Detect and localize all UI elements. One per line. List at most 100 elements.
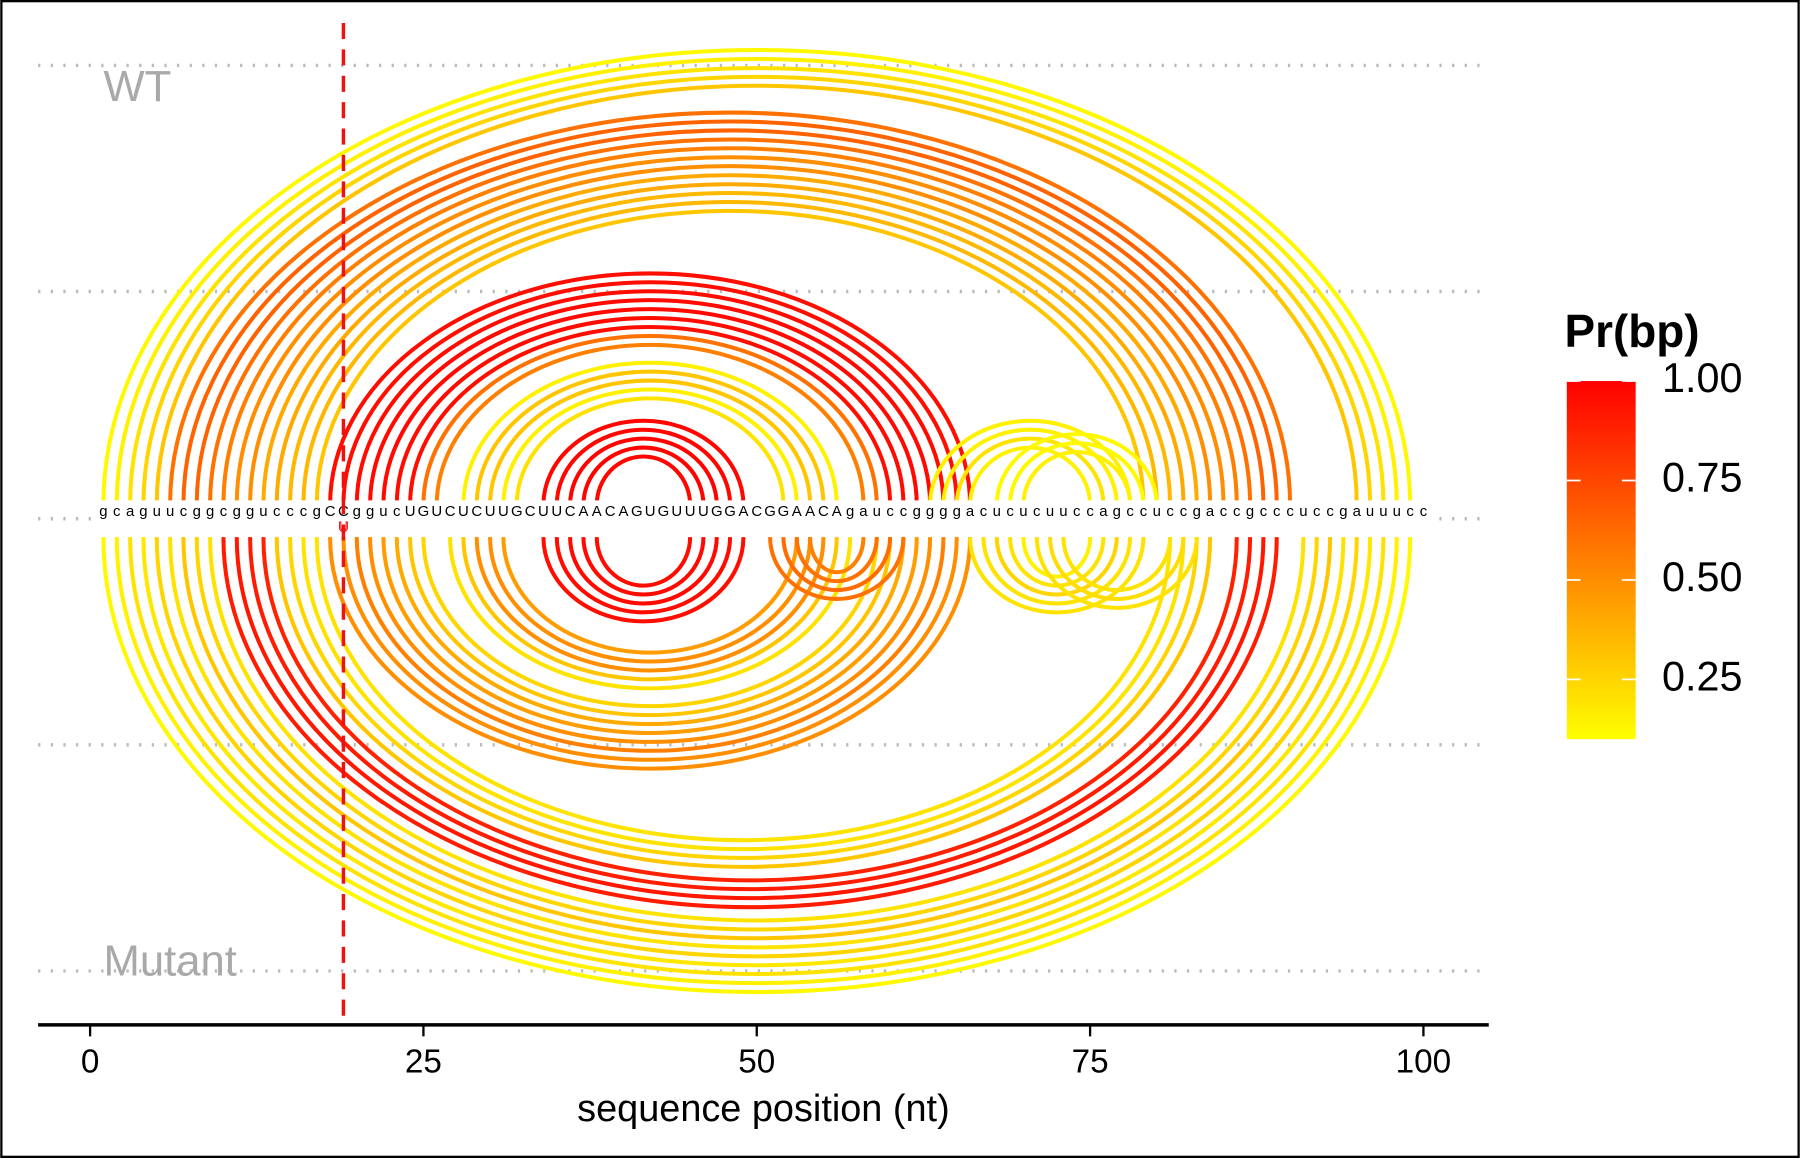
arc	[581, 445, 706, 505]
arc	[194, 129, 1266, 505]
base-letter: c	[1166, 504, 1174, 520]
base-letter: c	[393, 504, 401, 520]
arc	[421, 537, 879, 709]
base-letter: C	[605, 504, 616, 520]
arc	[301, 200, 1159, 505]
arc	[594, 454, 693, 505]
arc	[1048, 537, 1186, 601]
base-letter: c	[113, 504, 121, 520]
arc	[288, 190, 1173, 505]
arc	[261, 537, 1239, 883]
x-tick-label: 75	[1072, 1044, 1109, 1081]
arc	[421, 333, 879, 505]
base-letter: c	[980, 504, 988, 520]
base-letter: c	[1286, 504, 1294, 520]
arc	[461, 537, 839, 682]
base-letter: U	[671, 504, 682, 520]
base-letter: c	[220, 504, 228, 520]
arc	[394, 537, 906, 727]
base-letter: c	[900, 504, 908, 520]
arc	[221, 537, 1279, 910]
arc	[101, 537, 1413, 995]
base-letter: u	[166, 504, 174, 520]
base-letter: A	[792, 504, 802, 520]
base-letter: g	[1339, 504, 1347, 520]
base-letter: g	[953, 504, 961, 520]
base-letter: c	[1420, 504, 1428, 520]
base-letter: c	[1326, 504, 1334, 520]
arc	[261, 174, 1199, 505]
arc	[154, 83, 1359, 505]
arc	[1008, 441, 1146, 505]
mutant-base: U	[338, 520, 348, 535]
arc	[994, 432, 1159, 505]
base-letter: u	[1046, 504, 1054, 520]
base-letter: u	[1299, 504, 1307, 520]
base-letter: u	[1059, 504, 1067, 520]
arc	[408, 325, 893, 505]
arc	[181, 119, 1279, 505]
arc	[554, 537, 733, 615]
arc	[541, 537, 746, 624]
arc	[1021, 537, 1093, 579]
base-letter: a	[1099, 504, 1108, 520]
arc	[288, 537, 1199, 859]
arc	[168, 110, 1293, 505]
arc	[434, 342, 866, 505]
base-letter: C	[751, 504, 762, 520]
base-letter: U	[405, 504, 416, 520]
arc	[474, 369, 826, 505]
base-letter: G	[511, 504, 523, 520]
base-letter: g	[1113, 504, 1121, 520]
arc	[408, 537, 893, 718]
arc	[568, 537, 719, 606]
base-letter: g	[366, 504, 374, 520]
arc	[808, 537, 866, 574]
base-letter: u	[379, 504, 387, 520]
arc	[274, 537, 1213, 869]
base-letter: c	[1126, 504, 1134, 520]
base-letter: U	[538, 504, 549, 520]
base-letter: U	[685, 504, 696, 520]
legend-tick-label: 1.00	[1662, 355, 1742, 401]
arc	[194, 537, 1319, 931]
arc	[594, 537, 693, 588]
base-letter: U	[645, 504, 656, 520]
base-letter: g	[193, 504, 201, 520]
arc	[381, 307, 919, 505]
arc	[248, 164, 1213, 505]
colorbar	[1566, 381, 1636, 740]
panel-label: Mutant	[104, 938, 237, 986]
arc	[781, 537, 893, 593]
base-letter: c	[286, 504, 294, 520]
arc	[368, 537, 933, 744]
base-letter: U	[485, 504, 496, 520]
base-letter: A	[618, 504, 628, 520]
base-letter: g	[939, 504, 947, 520]
base-letter: u	[1019, 504, 1027, 520]
base-letter: a	[966, 504, 975, 520]
arc	[954, 436, 1106, 505]
base-letter: c	[1073, 504, 1081, 520]
legend-tick-label: 0.25	[1662, 653, 1742, 699]
base-letter: c	[1313, 504, 1321, 520]
base-letter: G	[724, 504, 736, 520]
sequence: gcaguucggcggucccgCCggucUGUCUCUUGCUUCAACA…	[92, 500, 1435, 524]
arc	[1061, 537, 1173, 593]
base-letter: a	[1206, 504, 1215, 520]
base-letter: G	[418, 504, 430, 520]
arc	[128, 65, 1386, 505]
arc	[541, 418, 746, 505]
base-letter: C	[525, 504, 536, 520]
legend-tick-label: 0.50	[1662, 554, 1742, 600]
base-letter: g	[206, 504, 214, 520]
arc	[968, 537, 1146, 615]
arc	[341, 280, 959, 505]
arc	[1034, 537, 1199, 610]
arc	[794, 537, 879, 584]
arcs	[101, 48, 1413, 995]
arc	[461, 360, 839, 505]
base-letter: u	[153, 504, 161, 520]
